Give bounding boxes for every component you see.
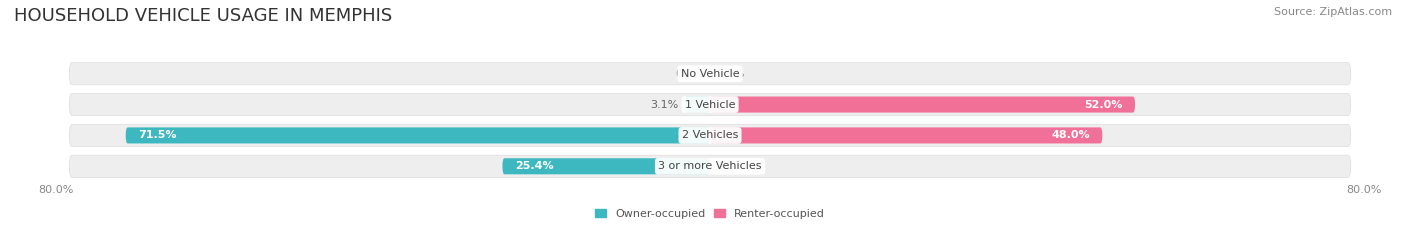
Text: 0.0%: 0.0% (675, 69, 703, 79)
Text: 2 Vehicles: 2 Vehicles (682, 130, 738, 140)
FancyBboxPatch shape (69, 124, 1351, 147)
Text: 1 Vehicle: 1 Vehicle (685, 99, 735, 110)
FancyBboxPatch shape (502, 158, 710, 174)
Text: 25.4%: 25.4% (515, 161, 554, 171)
FancyBboxPatch shape (710, 96, 1135, 113)
FancyBboxPatch shape (710, 127, 1102, 144)
FancyBboxPatch shape (69, 63, 1351, 85)
FancyBboxPatch shape (69, 155, 1351, 177)
FancyBboxPatch shape (69, 93, 1351, 116)
Text: 0.0%: 0.0% (717, 69, 745, 79)
Text: 48.0%: 48.0% (1052, 130, 1090, 140)
Legend: Owner-occupied, Renter-occupied: Owner-occupied, Renter-occupied (591, 204, 830, 223)
Text: 0.0%: 0.0% (717, 161, 745, 171)
FancyBboxPatch shape (125, 127, 710, 144)
Text: 71.5%: 71.5% (138, 130, 177, 140)
Text: 3.1%: 3.1% (650, 99, 678, 110)
Text: Source: ZipAtlas.com: Source: ZipAtlas.com (1274, 7, 1392, 17)
Text: 3 or more Vehicles: 3 or more Vehicles (658, 161, 762, 171)
FancyBboxPatch shape (685, 96, 710, 113)
Text: 52.0%: 52.0% (1084, 99, 1123, 110)
Text: HOUSEHOLD VEHICLE USAGE IN MEMPHIS: HOUSEHOLD VEHICLE USAGE IN MEMPHIS (14, 7, 392, 25)
Text: No Vehicle: No Vehicle (681, 69, 740, 79)
